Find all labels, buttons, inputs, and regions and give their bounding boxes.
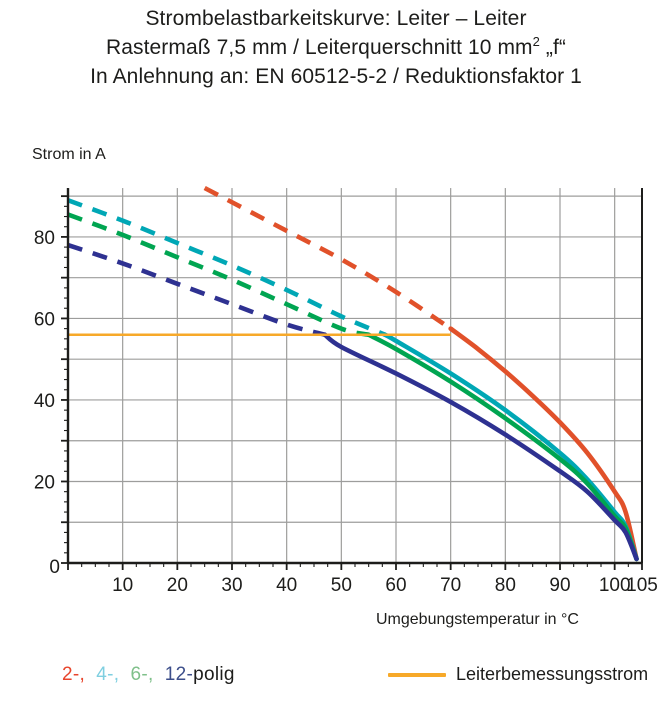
legend-separator: , [79, 664, 97, 685]
curve-solid-12-polig [322, 332, 639, 562]
legend-reference-entry: Leiterbemessungsstrom [388, 664, 648, 685]
legend-pole-12: 12- [164, 664, 194, 685]
legend-pole-6: 6- [130, 664, 148, 685]
x-tick-label: 100 [599, 575, 631, 596]
x-tick-label: 20 [167, 575, 188, 596]
legend-pole-2: 2- [62, 664, 80, 685]
x-tick-label: 50 [331, 575, 352, 596]
curve-dashed-4-polig [67, 198, 386, 337]
legend-reference-label: Leiterbemessungsstrom [456, 664, 649, 684]
x-tick-label: 60 [385, 575, 406, 596]
x-tick-label: 90 [549, 575, 570, 596]
tick-marks [61, 195, 643, 570]
legend-separator: , [113, 664, 131, 685]
chart-legend: 2-, 4-, 6-, 12-polig Leiterbemessungsstr… [0, 664, 672, 704]
curve-solid-4-polig [382, 332, 639, 562]
chart-title-line-3: In Anlehnung an: EN 60512-5-2 / Reduktio… [90, 65, 582, 88]
x-tick-label: 10 [112, 575, 133, 596]
chart-title-superscript: 2 [532, 34, 540, 49]
x-tick-label: 30 [221, 575, 242, 596]
y-tick-label: 20 [34, 472, 55, 493]
curve-solid-2-polig [448, 326, 639, 562]
chart-title-line-1: Strombelastbarkeitskurve: Leiter – Leite… [145, 7, 527, 30]
curve-group [67, 185, 639, 562]
legend-pole-4: 4- [96, 664, 114, 685]
x-tick-label: 0 [49, 557, 60, 578]
chart-title-line-2-pre: Rastermaß 7,5 mm / Leiterquerschnitt 10 … [105, 36, 533, 59]
y-tick-label: 80 [34, 228, 55, 249]
y-axis-title: Strom in A [32, 146, 106, 163]
x-tick-label: 105 [626, 575, 658, 596]
x-tick-label: 70 [440, 575, 461, 596]
x-axis-title: Umgebungstemperatur in °C [376, 611, 579, 628]
legend-series-poles: 2-, 4-, 6-, 12-polig [62, 664, 235, 686]
gridlines [68, 188, 642, 563]
y-tick-label: 40 [34, 391, 55, 412]
legend-reference-swatch [388, 672, 446, 677]
x-tick-label: 40 [276, 575, 297, 596]
legend-polig-suffix: polig [193, 664, 235, 685]
curve-solid-6-polig [366, 332, 639, 562]
chart-title-line-2: Rastermaß 7,5 mm / Leiterquerschnitt 10 … [0, 33, 672, 62]
chart-title-line-2-post: „f“ [539, 36, 567, 59]
curve-dashed-2-polig [203, 185, 452, 331]
curve-dashed-6-polig [67, 212, 370, 338]
legend-separator: , [148, 664, 165, 685]
axis-lines [66, 187, 643, 565]
y-tick-label: 60 [34, 309, 55, 330]
x-tick-label: 80 [495, 575, 516, 596]
curve-dashed-12-polig [67, 242, 326, 337]
chart-title-block: Strombelastbarkeitskurve: Leiter – Leite… [0, 4, 672, 91]
